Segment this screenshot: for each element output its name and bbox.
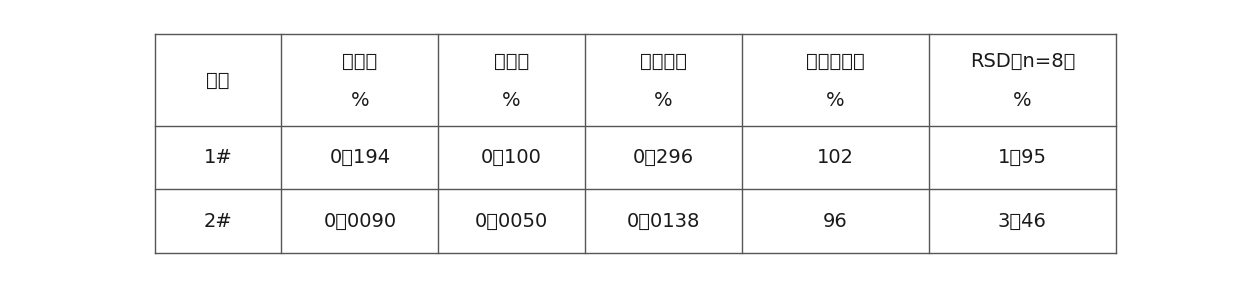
Text: %: % bbox=[351, 91, 370, 110]
Text: %: % bbox=[826, 91, 844, 110]
Text: %: % bbox=[502, 91, 521, 110]
Text: 0．0138: 0．0138 bbox=[626, 212, 701, 231]
Text: RSD（n=8）: RSD（n=8） bbox=[970, 52, 1075, 71]
Text: 测得总量: 测得总量 bbox=[640, 52, 687, 71]
Text: 102: 102 bbox=[817, 148, 854, 167]
Text: 样品: 样品 bbox=[207, 70, 229, 89]
Text: 96: 96 bbox=[823, 212, 848, 231]
Text: 0．0050: 0．0050 bbox=[475, 212, 548, 231]
Text: 2#: 2# bbox=[203, 212, 233, 231]
Text: 测定值: 测定值 bbox=[342, 52, 377, 71]
Text: %: % bbox=[1013, 91, 1032, 110]
Text: 1．95: 1．95 bbox=[998, 148, 1047, 167]
Text: %: % bbox=[653, 91, 672, 110]
Text: 1#: 1# bbox=[203, 148, 233, 167]
Text: 0．100: 0．100 bbox=[481, 148, 542, 167]
Text: 0．296: 0．296 bbox=[632, 148, 694, 167]
Text: 0．0090: 0．0090 bbox=[324, 212, 397, 231]
Text: 加标回收率: 加标回收率 bbox=[806, 52, 864, 71]
Text: 加入量: 加入量 bbox=[494, 52, 529, 71]
Text: 0．194: 0．194 bbox=[330, 148, 391, 167]
Text: 3．46: 3．46 bbox=[998, 212, 1047, 231]
